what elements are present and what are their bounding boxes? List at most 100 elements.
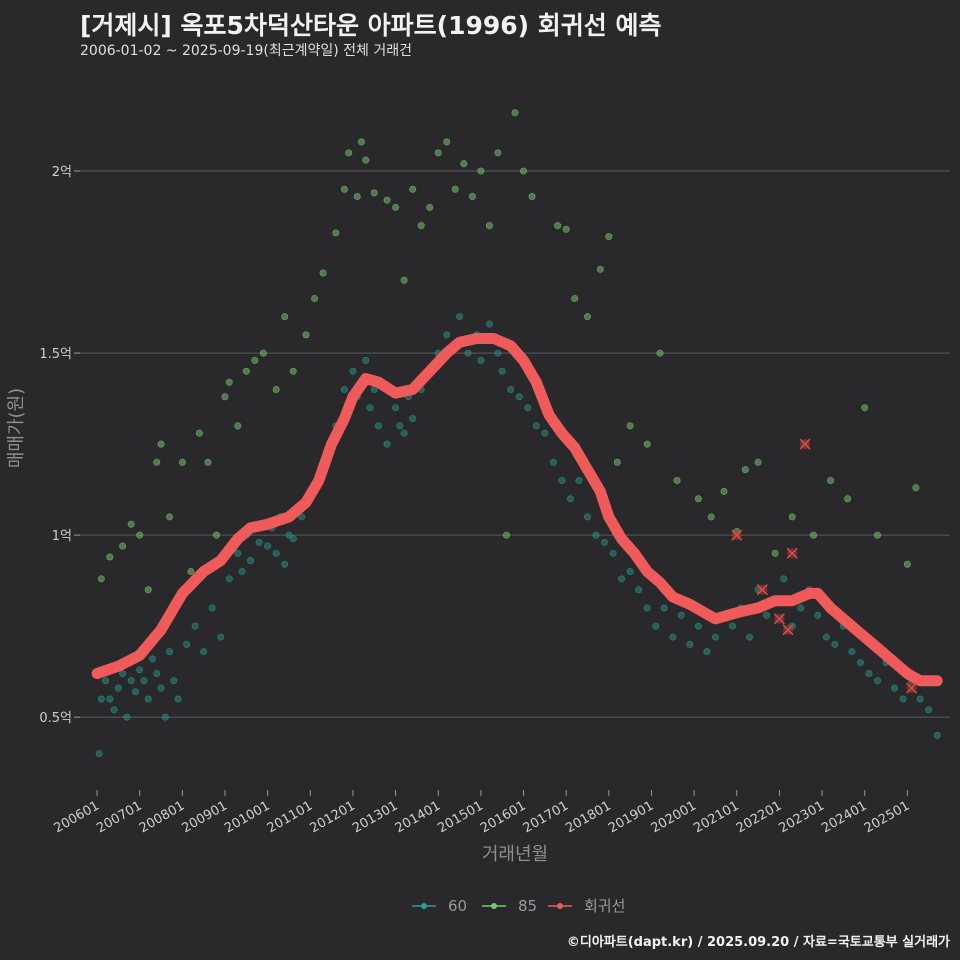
data-point-60	[515, 393, 523, 401]
data-point-85	[720, 487, 728, 495]
data-point-60	[264, 542, 272, 550]
data-point-85	[332, 229, 340, 237]
data-point-60	[170, 677, 178, 685]
data-point-60	[247, 557, 255, 565]
data-point-60	[289, 535, 297, 543]
data-point-85	[485, 222, 493, 230]
data-point-85	[626, 422, 634, 430]
data-point-85	[754, 458, 762, 466]
data-point-85	[289, 367, 297, 375]
data-point-60	[281, 560, 289, 568]
data-point-85	[370, 189, 378, 197]
data-point-60	[272, 549, 280, 557]
data-point-60	[925, 706, 933, 714]
data-point-60	[566, 495, 574, 503]
data-point-60	[375, 422, 383, 430]
data-point-85	[477, 167, 485, 175]
data-point-60	[780, 575, 788, 583]
data-point-85	[187, 568, 195, 576]
data-point-60	[477, 356, 485, 364]
legend-item: 60	[412, 897, 467, 915]
data-point-60	[558, 477, 566, 485]
data-point-60	[703, 648, 711, 656]
data-point-85	[119, 542, 127, 550]
data-point-60	[153, 669, 161, 677]
data-point-60	[933, 731, 941, 739]
data-point-85	[694, 495, 702, 503]
x-tick-label: 202401	[819, 798, 869, 836]
data-point-85	[153, 458, 161, 466]
data-point-60	[728, 622, 736, 630]
highlight-x-marker	[782, 624, 794, 636]
data-point-85	[434, 149, 442, 157]
highlight-layer	[731, 438, 918, 694]
data-point-60	[456, 313, 464, 321]
y-tick-label: 1억	[52, 529, 72, 544]
data-point-85	[106, 553, 114, 561]
data-point-60	[485, 320, 493, 328]
data-point-60	[532, 422, 540, 430]
legend: 60 85 회귀선	[412, 897, 625, 915]
x-tick-label: 201601	[478, 798, 528, 836]
highlight-x-marker	[799, 438, 811, 450]
data-point-85	[741, 466, 749, 474]
data-point-60	[217, 633, 225, 641]
data-point-85	[362, 156, 370, 164]
data-point-85	[136, 531, 144, 539]
data-point-85	[443, 138, 451, 146]
data-point-85	[605, 233, 613, 241]
data-point-60	[234, 549, 242, 557]
data-point-85	[571, 294, 579, 302]
regression-line	[91, 333, 943, 687]
data-point-60	[618, 575, 626, 583]
x-tick-label: 200801	[137, 798, 187, 836]
data-point-60	[891, 684, 899, 692]
data-point-60	[652, 622, 660, 630]
data-point-60	[102, 677, 110, 685]
grid-layer	[80, 170, 950, 718]
data-point-85	[157, 440, 165, 448]
data-point-85	[221, 393, 229, 401]
data-point-60	[443, 331, 451, 339]
x-tick-label: 201501	[435, 798, 485, 836]
x-tick-label: 201001	[222, 798, 272, 836]
data-point-85	[511, 109, 519, 117]
data-point-85	[613, 458, 621, 466]
x-tick-label: 200901	[180, 798, 230, 836]
x-tick-label: 201701	[521, 798, 571, 836]
data-point-85	[673, 477, 681, 485]
data-point-60	[575, 477, 583, 485]
data-point-85	[144, 586, 152, 594]
data-point-60	[583, 513, 591, 521]
data-point-85	[127, 520, 135, 528]
data-point-85	[861, 404, 869, 412]
data-point-60	[157, 684, 165, 692]
data-point-85	[903, 560, 911, 568]
data-point-60	[149, 655, 157, 663]
x-tick-label: 201101	[265, 798, 315, 836]
x-tick-label: 202101	[691, 798, 741, 836]
data-point-85	[810, 531, 818, 539]
data-point-85	[383, 196, 391, 204]
data-point-60	[383, 440, 391, 448]
data-point-85	[281, 313, 289, 321]
data-point-60	[763, 611, 771, 619]
data-point-85	[494, 149, 502, 157]
data-point-85	[195, 429, 203, 437]
data-point-60	[899, 695, 907, 703]
highlight-x-marker	[786, 547, 798, 559]
chart-title: [거제시] 옥포5차덕산타운 아파트(1996) 회귀선 예측	[80, 11, 662, 40]
y-tick-label: 2억	[52, 165, 72, 180]
data-point-85	[788, 513, 796, 521]
data-point-60	[856, 659, 864, 667]
data-point-60	[831, 640, 839, 648]
data-point-85	[468, 193, 476, 201]
data-point-85	[204, 458, 212, 466]
y-tick-label: 0.5억	[39, 711, 72, 726]
data-point-85	[409, 185, 417, 193]
data-point-60	[711, 633, 719, 641]
data-point-60	[144, 695, 152, 703]
data-point-60	[409, 415, 417, 423]
highlight-x-marker	[906, 682, 918, 694]
data-point-85	[912, 484, 920, 492]
